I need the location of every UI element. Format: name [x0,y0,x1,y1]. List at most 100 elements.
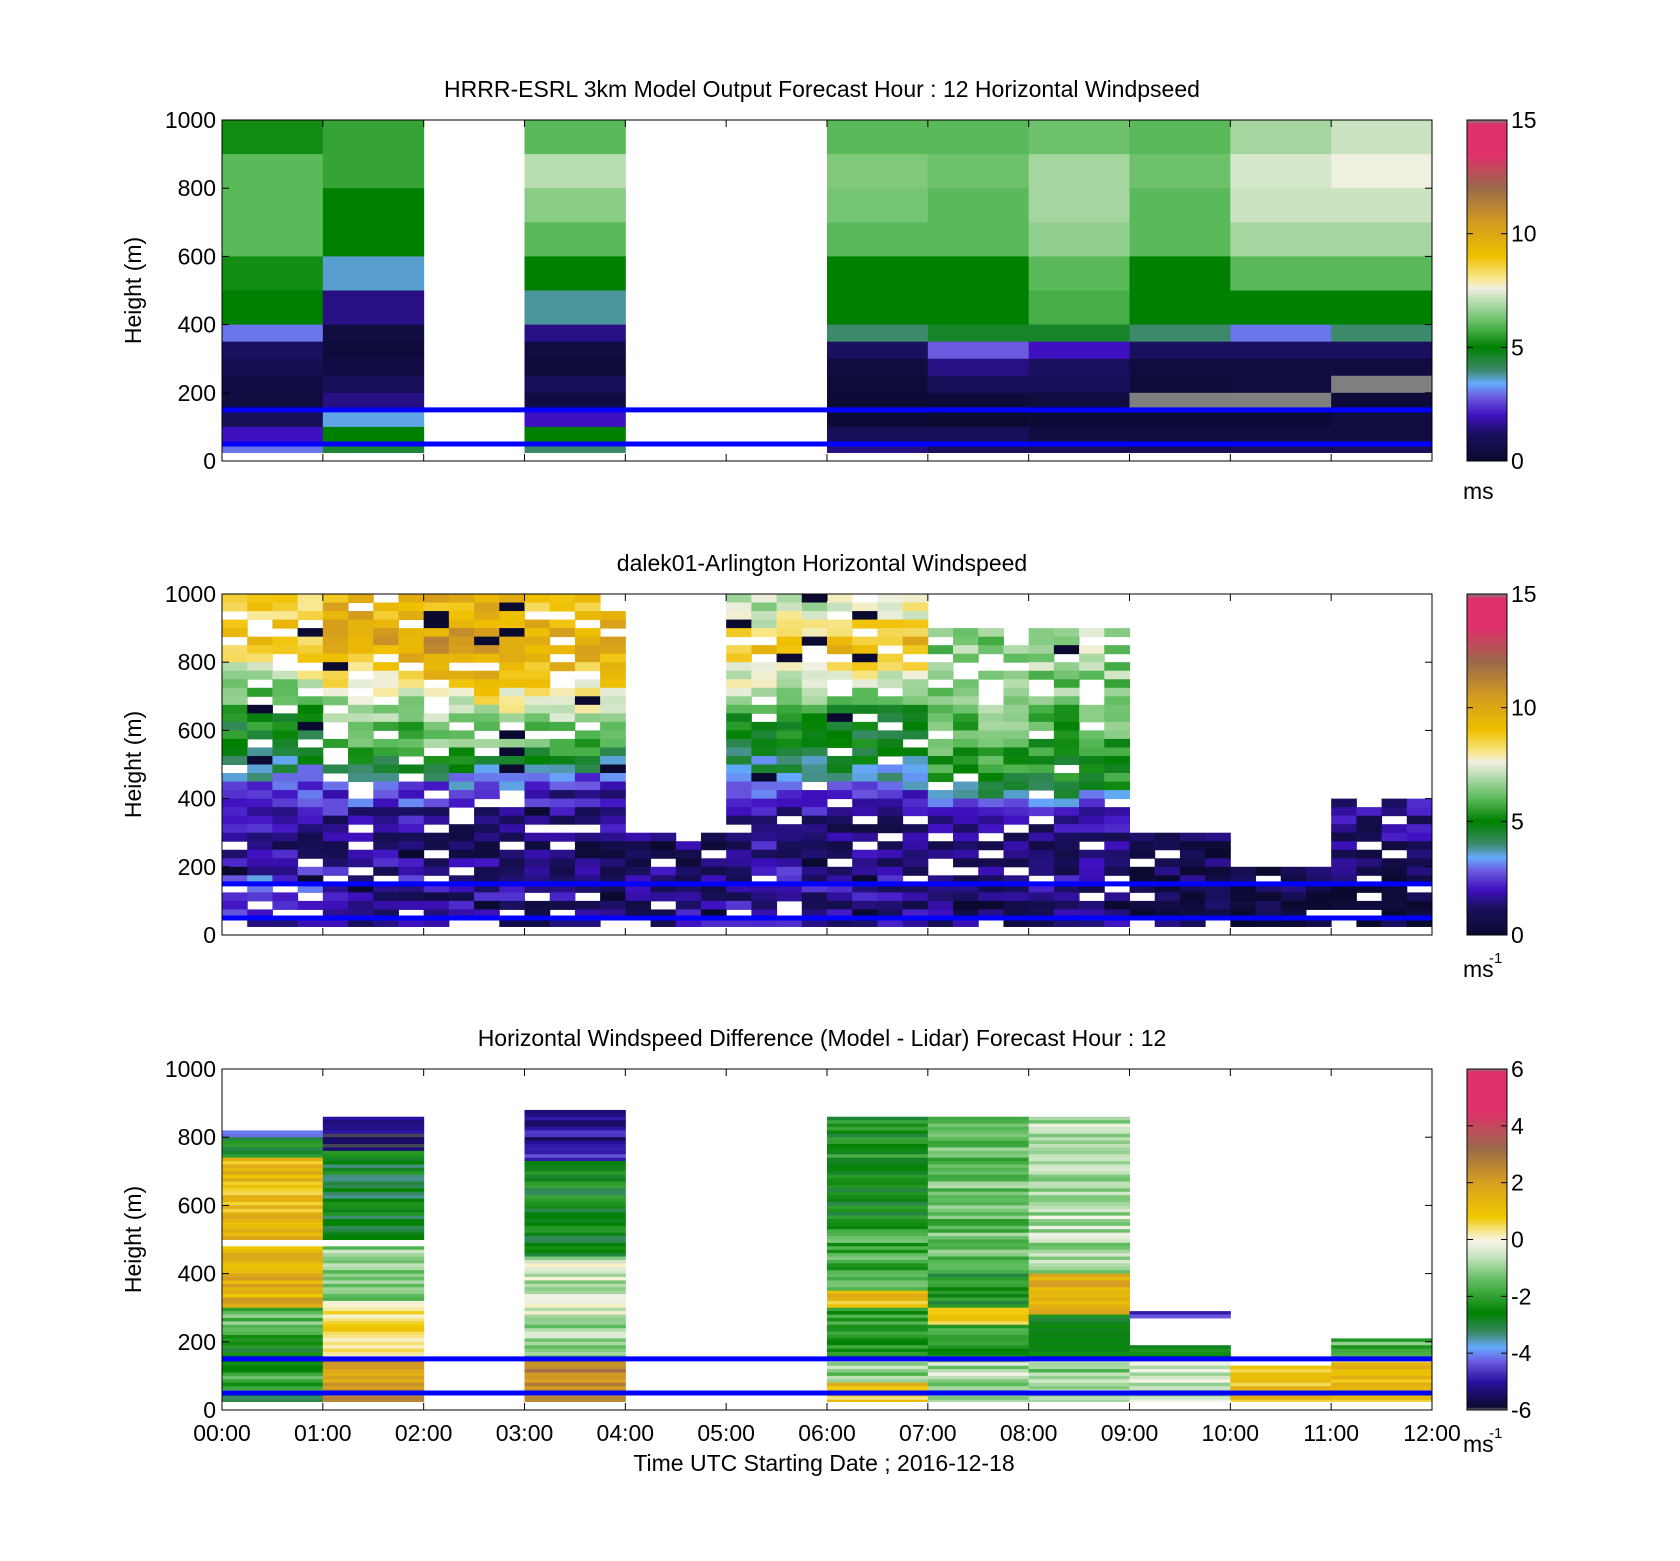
lidar-cell [827,807,853,817]
lidar-cell [398,713,425,723]
lidar-cell [524,738,551,748]
lidar-cell [499,619,525,629]
lidar-cell [801,798,828,808]
lidar-cell [524,917,551,927]
lidar-cell [1003,917,1030,927]
difference-cell [927,1331,1030,1336]
lidar-cell [1053,892,1080,902]
difference-cell [1230,1386,1332,1391]
model-cell [1028,375,1130,394]
lidar-cell [1230,892,1257,902]
difference-cell [222,1236,324,1240]
lidar-cell [549,773,576,783]
lidar-cell [272,807,299,817]
lidar-cell [1053,841,1080,851]
model-cell [1129,358,1231,377]
lidar-cell [222,696,248,706]
lidar-cell [222,687,248,697]
lidar-cell [953,841,979,851]
model-cell [827,409,929,428]
lidar-cell [600,798,626,808]
difference-cell [1028,1178,1130,1183]
difference-cell [1331,1341,1433,1346]
difference-cell [524,1270,626,1275]
difference-cell [827,1198,929,1203]
xtick-0400: 04:00 [597,1420,655,1446]
lidar-cell [1028,773,1055,783]
lidar-cell [751,619,778,629]
difference-cell [927,1137,1030,1142]
difference-cell [322,1246,425,1251]
lidar-cell [953,636,979,646]
lidar-cell [1154,875,1181,885]
difference-cell [1129,1352,1231,1356]
lidar-cell [1028,764,1055,774]
lidar-cell [1104,773,1130,783]
difference-cell [322,1184,425,1189]
lidar-cell [902,790,929,800]
model-cell [322,222,425,257]
difference-cell [222,1324,324,1329]
lidar-cell [1104,696,1130,706]
lidar-cell [272,832,299,842]
lidar-cell [448,773,475,783]
lidar-cell [776,755,803,765]
lidar-cell [801,696,828,706]
model-column-6 [827,120,929,453]
model-cell [827,120,929,155]
lidar-cell [625,841,652,851]
lidar-cell [1305,866,1332,876]
lidar-cell [474,849,500,859]
lidar-cell [902,687,929,697]
lidar-cell [726,858,752,868]
lidar-cell [423,892,450,902]
difference-cell [1028,1164,1130,1169]
lidar-cell [448,841,475,851]
xtick-0800: 08:00 [1000,1420,1058,1446]
lidar-cell [524,679,551,689]
lidar-cell [700,866,727,876]
model-cbar-tick-15: 15 [1511,107,1537,133]
lidar-cell [953,704,979,714]
lidar-cell [978,704,1004,714]
difference-cell [1028,1126,1130,1131]
model-cell [1230,290,1332,326]
lidar-cell [474,875,500,885]
model-cell [322,154,425,189]
difference-cell [322,1331,425,1336]
model-cell [222,409,324,428]
lidar-cell [524,594,551,604]
lidar-cell [1079,781,1105,791]
difference-cell [1129,1375,1231,1380]
difference-cell [322,1229,425,1234]
difference-cell [322,1396,425,1401]
lidar-cell [222,738,248,748]
difference-cell [927,1174,1030,1179]
lidar-cell [902,866,929,876]
model-heatmap [221,119,1433,462]
lidar-cell [1104,662,1130,672]
lidar-cell [1079,653,1105,663]
difference-cell [524,1184,626,1189]
difference-cell [1028,1225,1130,1230]
lidar-cell [827,875,853,885]
lidar-cell [1003,653,1030,663]
model-ytick-400: 400 [178,312,216,338]
lidar-cell [549,883,576,893]
lidar-cell [902,636,929,646]
xtick-0600: 06:00 [798,1420,856,1446]
lidar-cell [297,841,324,851]
lidar-cell [1356,807,1383,817]
difference-cell [222,1253,324,1258]
difference-cell [222,1386,324,1391]
difference-cell [1028,1345,1130,1350]
difference-cell [1028,1372,1130,1377]
lidar-cell [297,883,324,893]
difference-cell [524,1348,626,1353]
difference-column-7 [927,1116,1030,1402]
xtick-1100: 11:00 [1303,1420,1359,1446]
difference-cell [1028,1334,1130,1339]
xtick-0100: 01:00 [294,1420,352,1446]
lidar-cell [272,773,299,783]
